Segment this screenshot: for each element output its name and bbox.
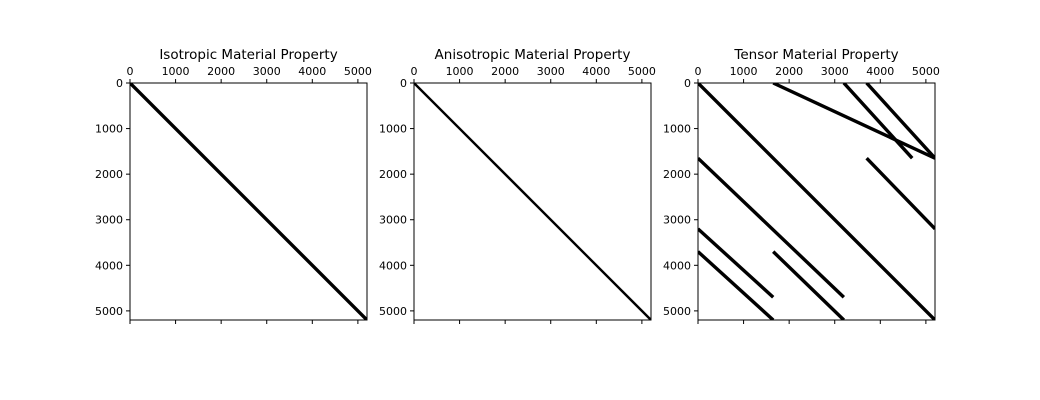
isotropic-y-tick-label: 0 bbox=[116, 77, 123, 90]
tensor-nonzero-band-6 bbox=[698, 227, 775, 299]
tensor-x-tick-label: 2000 bbox=[775, 65, 803, 78]
tensor-nonzero-band-4 bbox=[865, 83, 935, 160]
isotropic-x-tick-label: 2000 bbox=[207, 65, 235, 78]
anisotropic-y-tick-label: 5000 bbox=[379, 305, 407, 318]
anisotropic-x-tick-label: 4000 bbox=[582, 65, 610, 78]
anisotropic-panel: Anisotropic Material Property 0 1000 2000 30… bbox=[379, 47, 656, 324]
tensor-nonzero-band-8 bbox=[772, 250, 846, 320]
isotropic-x-tick-label: 4000 bbox=[298, 65, 326, 78]
tensor-y-tick-label: 2000 bbox=[663, 168, 691, 181]
tensor-x-tick-label: 3000 bbox=[821, 65, 849, 78]
tensor-y-tick-label: 4000 bbox=[663, 259, 691, 272]
isotropic-chart-title: Isotropic Material Property bbox=[159, 47, 337, 63]
isotropic-y-tick-label: 3000 bbox=[95, 214, 123, 227]
anisotropic-chart-title: Anisotropic Material Property bbox=[435, 47, 631, 63]
tensor-nonzero-band-2 bbox=[698, 156, 846, 299]
isotropic-x-tick-label: 3000 bbox=[253, 65, 281, 78]
anisotropic-y-tick-label: 1000 bbox=[379, 123, 407, 136]
anisotropic-y-tick-label: 3000 bbox=[379, 214, 407, 227]
tensor-x-tick-label: 5000 bbox=[912, 65, 940, 78]
tensor-nonzero-band-7 bbox=[698, 250, 775, 320]
isotropic-y-tick-label: 4000 bbox=[95, 259, 123, 272]
tensor-y-tick-label: 1000 bbox=[663, 123, 691, 136]
isotropic-x-tick-label: 1000 bbox=[162, 65, 190, 78]
isotropic-x-tick-label: 0 bbox=[127, 65, 134, 78]
anisotropic-y-tick-label: 4000 bbox=[379, 259, 407, 272]
tensor-x-tick-label: 1000 bbox=[730, 65, 758, 78]
anisotropic-y-tick-label: 2000 bbox=[379, 168, 407, 181]
tensor-nonzero-band-5 bbox=[865, 157, 935, 231]
anisotropic-x-tick-label: 1000 bbox=[446, 65, 474, 78]
isotropic-y-tick-label: 2000 bbox=[95, 168, 123, 181]
tensor-chart-title: Tensor Material Property bbox=[733, 47, 898, 63]
tensor-y-tick-label: 3000 bbox=[663, 214, 691, 227]
tensor-nonzero-band-1 bbox=[772, 83, 935, 160]
anisotropic-x-tick-label: 3000 bbox=[537, 65, 565, 78]
anisotropic-x-tick-label: 2000 bbox=[491, 65, 519, 78]
tensor-nonzero-band-0 bbox=[698, 83, 935, 320]
anisotropic-y-tick-label: 0 bbox=[400, 77, 407, 90]
tensor-y-tick-label: 0 bbox=[684, 77, 691, 90]
tensor-x-tick-label: 0 bbox=[695, 65, 702, 78]
tensor-panel: Tensor Material Property 0 1000 2000 3000 400… bbox=[663, 47, 940, 324]
tensor-x-tick-label: 4000 bbox=[866, 65, 894, 78]
anisotropic-nonzero-band-0 bbox=[414, 83, 651, 320]
isotropic-nonzero-band-0 bbox=[130, 83, 367, 320]
anisotropic-x-tick-label: 5000 bbox=[628, 65, 656, 78]
isotropic-x-tick-label: 5000 bbox=[344, 65, 372, 78]
isotropic-y-tick-label: 1000 bbox=[95, 123, 123, 136]
tensor-nonzero-band-3 bbox=[842, 83, 914, 160]
tensor-y-tick-label: 5000 bbox=[663, 305, 691, 318]
isotropic-panel: Isotropic Material Property 0 1000 2000 3000… bbox=[95, 47, 372, 324]
isotropic-y-tick-label: 5000 bbox=[95, 305, 123, 318]
anisotropic-x-tick-label: 0 bbox=[411, 65, 418, 78]
